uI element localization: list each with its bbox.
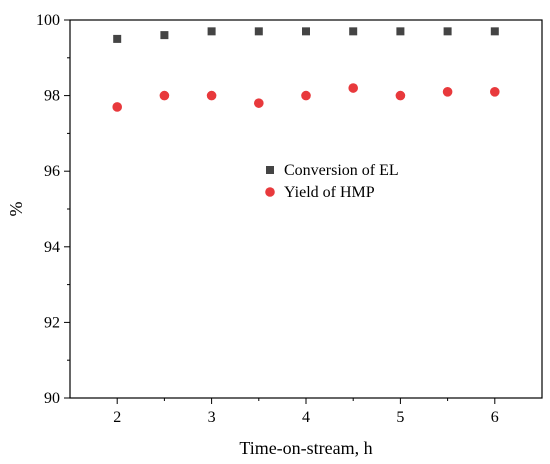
legend-label: Conversion of EL xyxy=(284,162,399,179)
x-tick-label: 5 xyxy=(396,409,404,426)
x-axis-title: Time-on-stream, h xyxy=(239,438,372,458)
point-conversion-of-el xyxy=(302,27,310,36)
point-conversion-of-el xyxy=(207,27,216,36)
point-yield-of-hmp xyxy=(395,90,406,101)
point-yield-of-hmp xyxy=(442,87,453,97)
point-yield-of-hmp xyxy=(348,83,359,93)
point-yield-of-hmp xyxy=(112,102,122,112)
x-tick-label: 2 xyxy=(113,409,121,426)
x-tick-label: 3 xyxy=(208,409,216,426)
y-axis-title: % xyxy=(6,202,26,217)
legend-label: Yield of HMP xyxy=(284,184,375,201)
x-tick-label: 6 xyxy=(491,409,499,426)
point-conversion-of-el xyxy=(113,34,122,43)
legend-marker-square xyxy=(266,166,274,174)
y-tick-label: 92 xyxy=(44,314,60,331)
axes-frame xyxy=(69,19,543,399)
point-conversion-of-el xyxy=(160,31,169,40)
point-yield-of-hmp xyxy=(159,90,170,101)
point-conversion-of-el xyxy=(396,27,405,36)
x-tick-label: 4 xyxy=(302,409,310,426)
ticks-group: 90 92 94 96 98 100 2 3 4 5 6 xyxy=(36,12,499,426)
point-yield-of-hmp xyxy=(490,87,500,97)
point-yield-of-hmp xyxy=(253,98,264,108)
legend-marker-circle xyxy=(265,187,275,197)
point-conversion-of-el xyxy=(254,27,263,36)
y-tick-label: 94 xyxy=(44,239,60,256)
point-yield-of-hmp xyxy=(206,90,217,101)
plot-frame xyxy=(69,19,543,399)
y-tick-label: 98 xyxy=(44,88,60,105)
point-yield-of-hmp xyxy=(301,90,311,101)
data-points-group xyxy=(112,27,500,112)
y-tick-label: 96 xyxy=(44,163,60,180)
point-conversion-of-el xyxy=(443,27,452,36)
y-tick-label: 90 xyxy=(44,390,60,407)
point-conversion-of-el xyxy=(349,27,358,36)
legend: Conversion of EL Yield of HMP xyxy=(265,162,399,201)
y-tick-label: 100 xyxy=(36,12,60,29)
point-conversion-of-el xyxy=(490,27,499,36)
